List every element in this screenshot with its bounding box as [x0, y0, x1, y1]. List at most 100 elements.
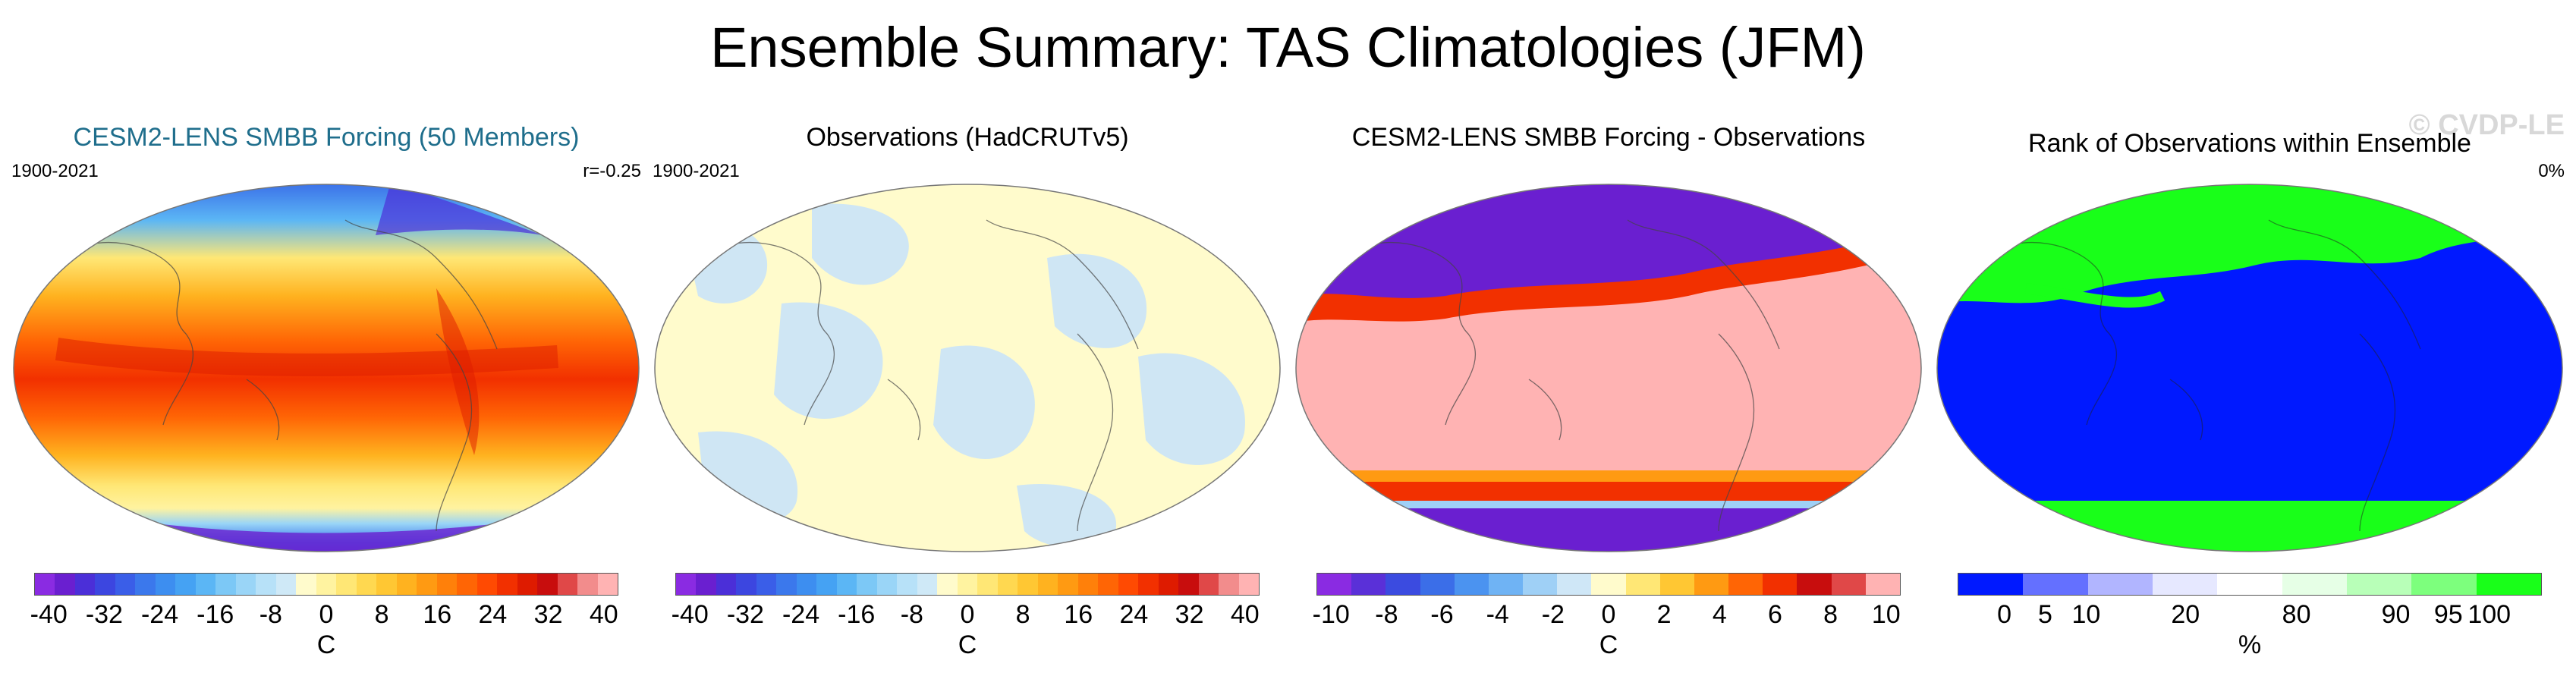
colorbar-swatch [1037, 574, 1058, 595]
colorbar-swatch [1865, 574, 1900, 595]
colorbar-tick-label: 4 [1712, 600, 1727, 629]
colorbar-swatch [1098, 574, 1118, 595]
colorbar-swatch [736, 574, 756, 595]
colorbar-tick-label: -32 [726, 600, 764, 629]
colorbar-swatch [537, 574, 558, 595]
colorbar-swatch [1077, 574, 1099, 595]
colorbar-swatch [2087, 574, 2153, 595]
colorbar-swatch [195, 574, 216, 595]
colorbar-swatch [55, 574, 75, 595]
panel-title: CESM2-LENS SMBB Forcing (50 Members) [73, 123, 580, 152]
colorbar-swatch [917, 574, 938, 595]
colorbar-tick-label: 95 [2433, 600, 2463, 629]
colorbar-swatch [1198, 574, 1219, 595]
colorbar-tick-label: -16 [838, 600, 876, 629]
colorbar-swatch [497, 574, 517, 595]
colorbar-swatch [1118, 574, 1139, 595]
colorbar-swatch [235, 574, 256, 595]
colorbar-swatch [696, 574, 716, 595]
colorbar-tick-label: -4 [1486, 600, 1509, 629]
percent-label: 0% [2538, 161, 2565, 181]
colorbar-swatch [676, 574, 697, 595]
colorbar-swatch [417, 574, 437, 595]
difference-map [1295, 184, 1922, 552]
colorbar-swatch [74, 574, 96, 595]
colorbar-tick-label: 8 [374, 600, 389, 629]
colorbar-tick-label: -40 [671, 600, 709, 629]
colorbar-ticks: -10 -8 -6 -4 -2 0 2 4 6 8 10 [1312, 599, 1901, 630]
colorbar-swatch [1591, 574, 1626, 595]
colorbar-swatch [857, 574, 877, 595]
colorbar-swatch [1831, 574, 1866, 595]
colorbar-tick-label: 24 [478, 600, 508, 629]
period-label: 1900-2021 [11, 161, 99, 181]
panel-title: CESM2-LENS SMBB Forcing - Observations [1351, 123, 1866, 152]
colorbar-tick-label: 40 [589, 600, 618, 629]
colorbar-swatch [756, 574, 777, 595]
colorbar-swatch [1178, 574, 1199, 595]
colorbar-swatch [1625, 574, 1660, 595]
panel-difference: CESM2-LENS SMBB Forcing - Observations -… [1294, 114, 1923, 676]
colorbar-swatch [296, 574, 316, 595]
colorbar-tick-label: 6 [1767, 600, 1782, 629]
colorbar-swatch [1728, 574, 1763, 595]
colorbar-swatch [1018, 574, 1038, 595]
colorbar-swatch [396, 574, 417, 595]
colorbar-tick-label: 8 [1015, 600, 1030, 629]
colorbar-ticks: -40 -32 -24 -16 -8 0 8 16 24 32 40 [30, 599, 618, 630]
colorbar-swatch [716, 574, 737, 595]
colorbar-swatch [155, 574, 176, 595]
colorbar-swatch [1351, 574, 1386, 595]
colorbar-swatch [356, 574, 377, 595]
colorbar-swatch [1420, 574, 1455, 595]
colorbar-swatch [937, 574, 958, 595]
colorbar-swatch [997, 574, 1018, 595]
colorbar-tick-label: -24 [782, 600, 820, 629]
colorbar-tick-label: 8 [1823, 600, 1838, 629]
colorbar-tick-label: 32 [533, 600, 563, 629]
colorbar [34, 573, 618, 596]
colorbar-ticks: 0 5 10 20 80 90 95 100 [1958, 599, 2542, 630]
panel-rank: © CVDP-LE Rank of Observations within En… [1935, 109, 2565, 676]
colorbar-swatch [316, 574, 337, 595]
colorbar-unit: C [1599, 630, 1618, 659]
colorbar-tick-label: 5 [2038, 600, 2052, 629]
colorbar-tick-label: 10 [2071, 600, 2101, 629]
colorbar-tick-label: -16 [197, 600, 234, 629]
colorbar-tick-label: 100 [2467, 600, 2512, 629]
colorbar-tick-label: -10 [1312, 600, 1350, 629]
colorbar-swatch [1694, 574, 1729, 595]
colorbar-swatch [2476, 574, 2541, 595]
colorbar-tick-label: -40 [30, 600, 68, 629]
colorbar-swatch [477, 574, 498, 595]
colorbar [1958, 573, 2542, 596]
watermark: © CVDP-LE [2408, 109, 2565, 141]
colorbar-tick-label: 20 [2171, 600, 2200, 629]
colorbar-swatch [1488, 574, 1524, 595]
colorbar-swatch [2282, 574, 2347, 595]
colorbar-tick-label: 16 [1064, 600, 1093, 629]
colorbar-swatch [796, 574, 817, 595]
colorbar-swatch [1797, 574, 1832, 595]
colorbar-swatch [1238, 574, 1260, 595]
colorbar [1316, 573, 1901, 596]
colorbar-tick-label: -8 [1375, 600, 1398, 629]
colorbar-tick-label: 0 [1997, 600, 2012, 629]
colorbar-tick-label: 0 [319, 600, 334, 629]
colorbar-swatch [1058, 574, 1078, 595]
figure-title: Ensemble Summary: TAS Climatologies (JFM… [710, 16, 1866, 79]
colorbar-swatch [1557, 574, 1592, 595]
period-label: 1900-2021 [653, 161, 740, 181]
colorbar-tick-label: 2 [1656, 600, 1672, 629]
panel-title: Observations (HadCRUTv5) [806, 123, 1129, 152]
colorbar-swatch [776, 574, 797, 595]
colorbar-swatch [2023, 574, 2088, 595]
colorbar-swatch [577, 574, 598, 595]
colorbar-tick-label: -8 [259, 600, 282, 629]
colorbar-swatch [2217, 574, 2282, 595]
colorbar-swatch [1158, 574, 1179, 595]
colorbar-swatch [977, 574, 998, 595]
colorbar-swatch [957, 574, 978, 595]
colorbar-swatch [1219, 574, 1239, 595]
colorbar-swatch [876, 574, 898, 595]
